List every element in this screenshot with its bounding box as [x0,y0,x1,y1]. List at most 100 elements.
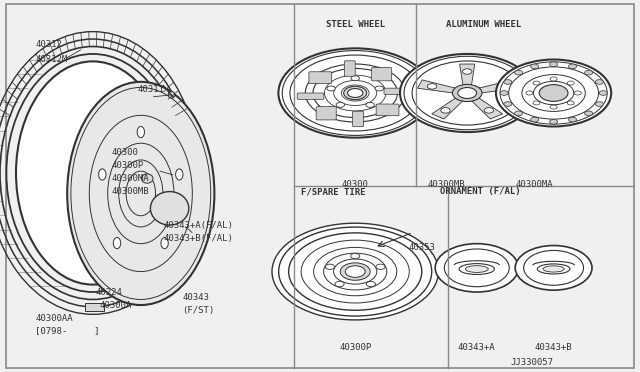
FancyBboxPatch shape [316,107,336,120]
Text: 40300MB: 40300MB [112,187,150,196]
Text: 40343+A(F/AL): 40343+A(F/AL) [163,221,233,230]
FancyBboxPatch shape [376,104,399,116]
Text: ALUMINUM WHEEL: ALUMINUM WHEEL [445,20,521,29]
Text: 40343+B: 40343+B [535,343,572,352]
Ellipse shape [175,169,183,180]
Text: 40343: 40343 [182,293,209,302]
Ellipse shape [113,237,121,248]
Text: 40300A: 40300A [99,301,131,310]
Ellipse shape [137,126,145,138]
Text: 40343+A: 40343+A [458,343,495,352]
FancyBboxPatch shape [297,93,324,99]
Text: 40311: 40311 [138,85,164,94]
Circle shape [500,91,508,95]
Text: 40300: 40300 [112,148,139,157]
Ellipse shape [141,174,153,183]
Circle shape [567,101,574,105]
Circle shape [325,264,335,269]
Text: 40343+B(F/AL): 40343+B(F/AL) [163,234,233,243]
Text: 40300AA: 40300AA [35,314,73,323]
Text: (F/ST): (F/ST) [182,306,214,315]
Text: ORNAMENT (F/AL): ORNAMENT (F/AL) [440,187,520,196]
Circle shape [599,91,607,95]
Circle shape [366,102,374,108]
Text: 40300MB: 40300MB [428,180,465,189]
Ellipse shape [465,266,488,272]
Polygon shape [417,80,455,93]
FancyBboxPatch shape [344,61,355,76]
Text: 40224: 40224 [96,288,123,296]
Circle shape [584,111,593,116]
Circle shape [351,76,360,81]
Text: 40312: 40312 [35,40,62,49]
Ellipse shape [99,169,106,180]
Text: F/SPARE TIRE: F/SPARE TIRE [301,187,365,196]
Text: 40300P: 40300P [112,161,144,170]
Ellipse shape [272,223,438,320]
Text: JJ330057: JJ330057 [511,358,554,367]
Polygon shape [432,98,463,119]
FancyBboxPatch shape [6,4,634,368]
Circle shape [574,91,581,95]
Circle shape [550,77,557,81]
Circle shape [526,91,533,95]
Circle shape [568,117,577,122]
Circle shape [550,62,557,67]
FancyBboxPatch shape [353,111,364,127]
Circle shape [550,119,557,124]
Circle shape [435,244,518,292]
Circle shape [567,81,574,85]
Circle shape [531,64,539,69]
Ellipse shape [168,92,175,98]
FancyBboxPatch shape [85,303,104,311]
Circle shape [463,69,472,74]
Polygon shape [479,80,517,93]
Circle shape [335,282,344,287]
Circle shape [376,264,385,269]
Ellipse shape [540,85,568,102]
Ellipse shape [67,82,214,305]
Text: 40312M: 40312M [35,55,67,64]
Circle shape [484,108,493,113]
Circle shape [366,282,376,287]
Ellipse shape [150,192,189,225]
Text: 40300MA: 40300MA [112,174,150,183]
Circle shape [515,246,592,290]
Circle shape [533,81,540,85]
Text: 40353: 40353 [408,243,435,252]
FancyBboxPatch shape [309,72,332,83]
Ellipse shape [452,84,482,102]
Circle shape [595,102,604,106]
Circle shape [375,86,383,91]
Ellipse shape [543,266,564,272]
Ellipse shape [400,54,534,132]
Circle shape [568,64,577,69]
Circle shape [498,84,507,89]
Circle shape [504,80,512,84]
Circle shape [515,111,523,116]
Ellipse shape [344,86,367,100]
Ellipse shape [16,61,170,285]
Circle shape [515,70,523,75]
Ellipse shape [278,48,432,138]
Polygon shape [460,64,475,85]
Polygon shape [472,98,502,119]
Text: 40300P: 40300P [339,343,371,352]
Circle shape [327,86,335,91]
Ellipse shape [458,87,477,99]
Circle shape [504,102,512,106]
Ellipse shape [340,263,370,280]
Circle shape [595,80,604,84]
Text: 40300: 40300 [342,180,369,189]
Circle shape [550,105,557,109]
Ellipse shape [348,89,363,97]
Ellipse shape [161,237,168,248]
Circle shape [336,102,344,108]
Text: STEEL WHEEL: STEEL WHEEL [326,20,385,29]
Ellipse shape [345,266,365,278]
Circle shape [441,108,450,113]
Text: 40300MA: 40300MA [516,180,553,189]
Circle shape [351,253,360,259]
Circle shape [428,84,436,89]
FancyBboxPatch shape [372,68,392,81]
